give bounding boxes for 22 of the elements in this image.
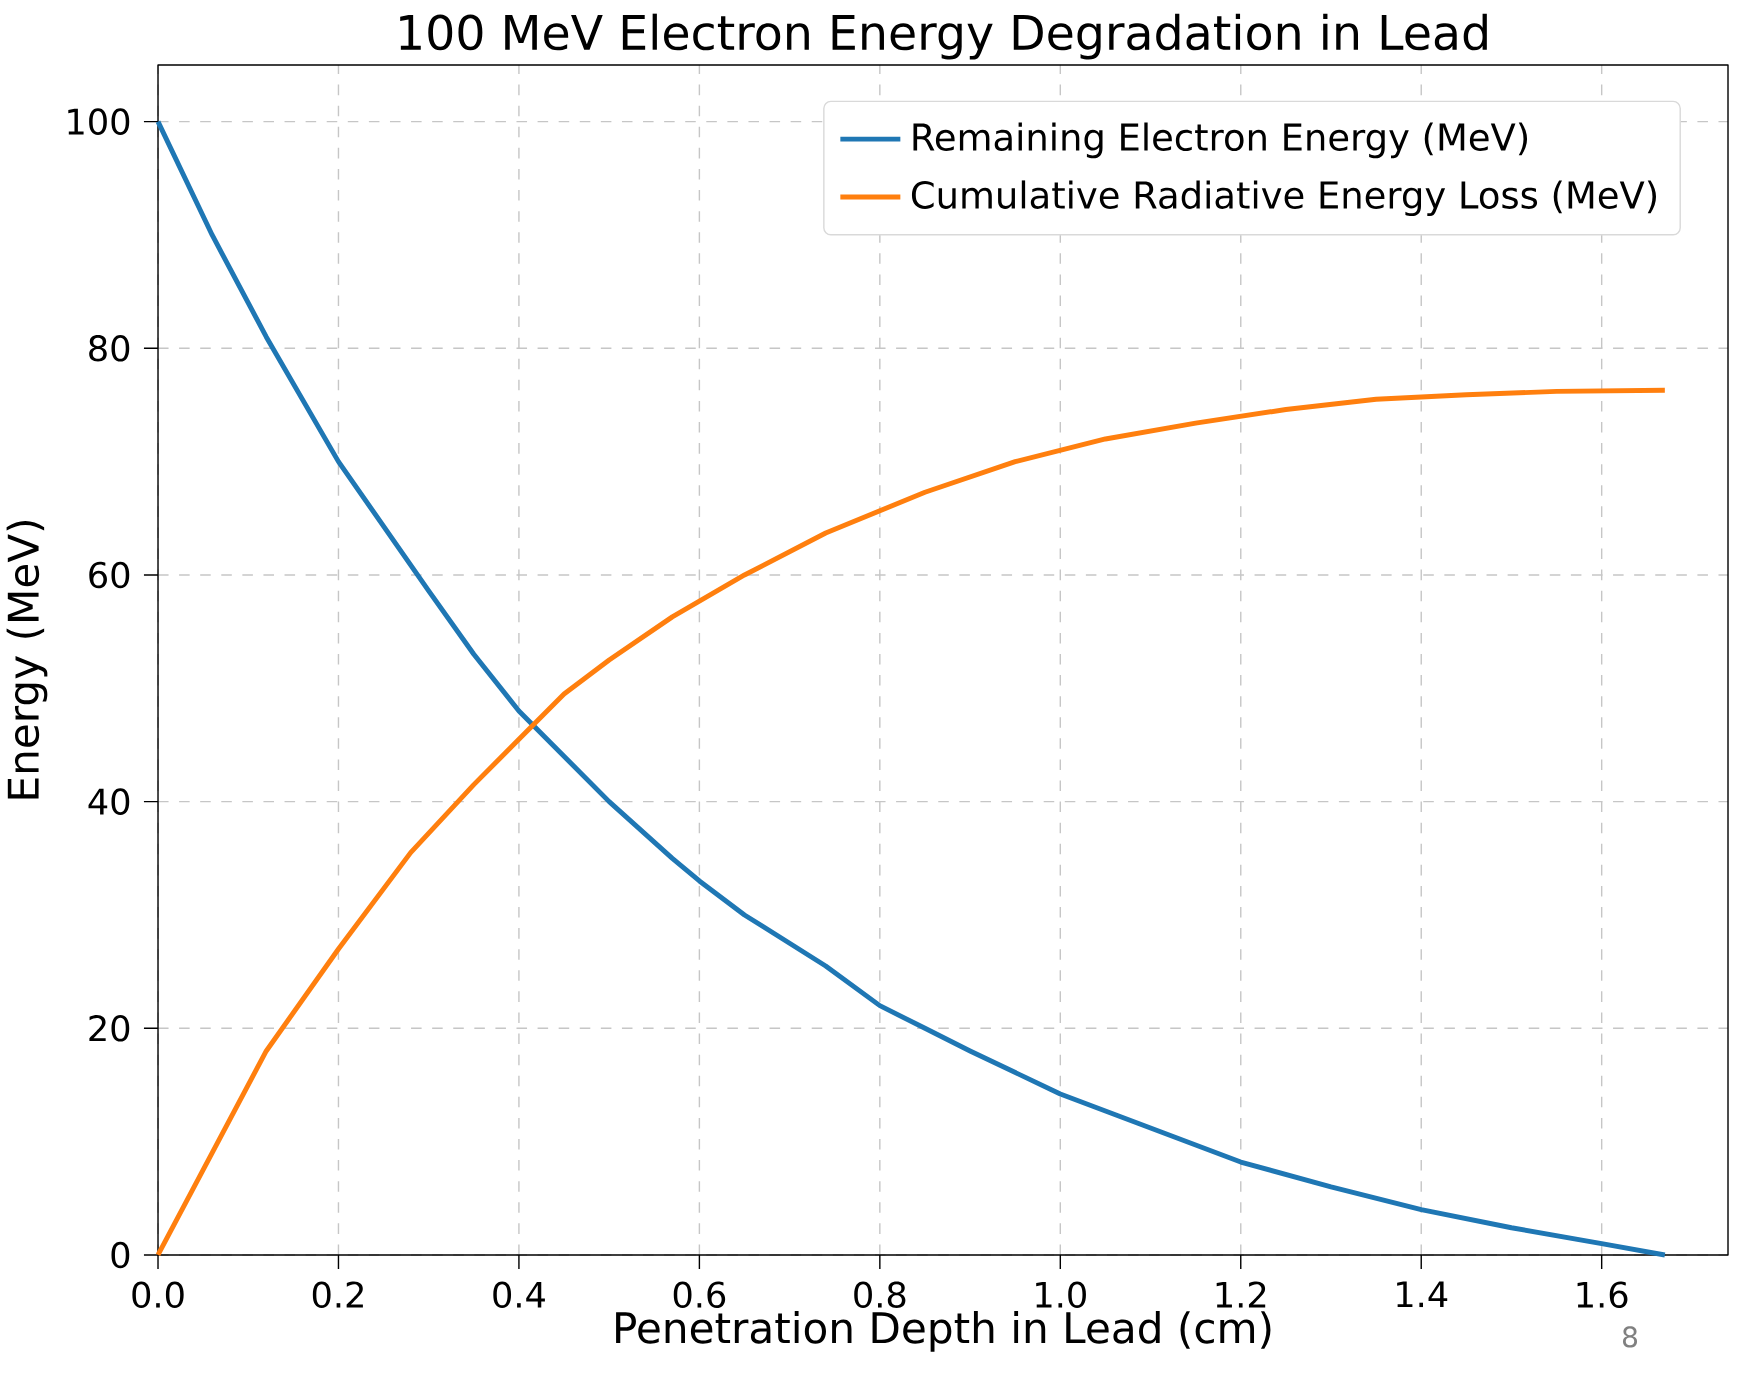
y-tick-label: 40: [88, 788, 130, 815]
y-tick-label: 80: [89, 334, 130, 362]
x-tick-label: 1.0: [1036, 1281, 1086, 1309]
x-tick-label: 0.6: [673, 1281, 726, 1309]
y-tick-label: 0: [111, 1241, 130, 1269]
y-axis-title: Energy (MeV): [6, 521, 48, 799]
text: 8: [1622, 1326, 1638, 1348]
x-axis-title: Penetration Depth in Lead (cm): [616, 1311, 1271, 1352]
y-tick-label: 20: [89, 1014, 130, 1042]
x-tick-label: 1.2: [1216, 1281, 1266, 1308]
x-tick-label: 0.2: [312, 1281, 363, 1309]
y-tick-label: 100: [68, 108, 130, 135]
x-tick-label: 1.4: [1397, 1281, 1448, 1308]
x-tick-label: 0.4: [493, 1281, 545, 1309]
line-series: [155, 387, 1668, 1258]
x-tick-label: 0.0: [132, 1281, 184, 1309]
x-tick-label: 1.6: [1577, 1281, 1628, 1309]
chart-title: 100 MeV Electron Energy Degradation in Lead: [400, 13, 1487, 60]
legend-label: Remaining Electron Energy (MeV): [913, 122, 1528, 159]
x-tick-label: 0.8: [854, 1281, 906, 1309]
y-tick-label: 60: [89, 561, 130, 589]
legend-label: Cumulative Radiative Energy Loss (MeV): [911, 180, 1657, 217]
